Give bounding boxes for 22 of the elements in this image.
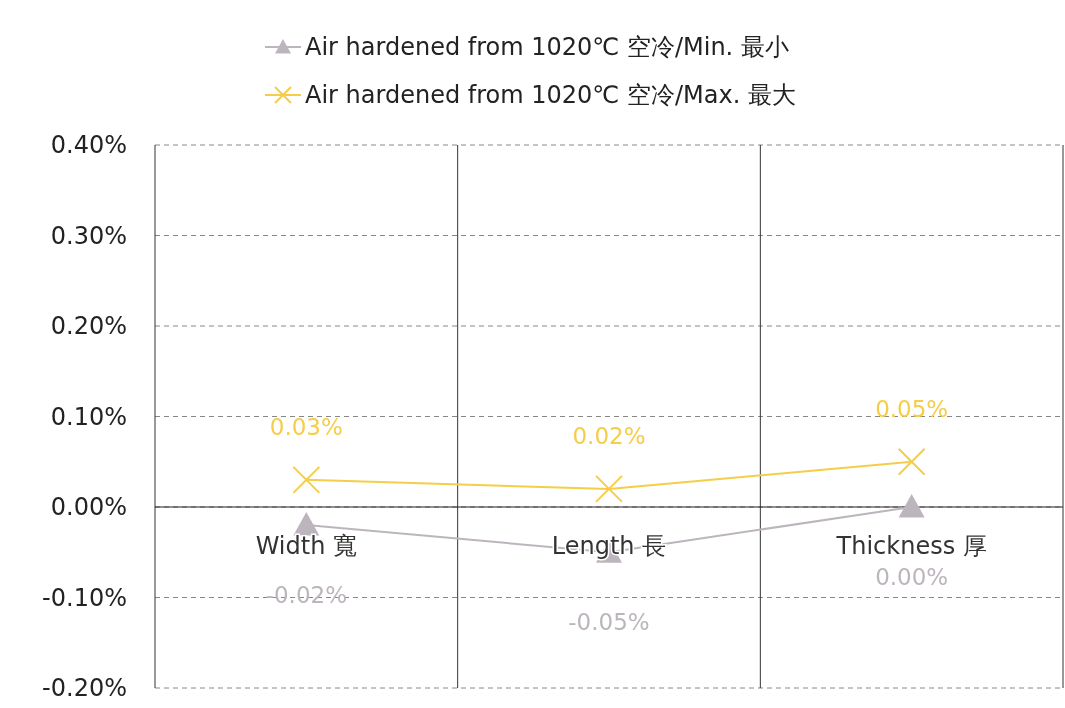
y-tick-label: 0.30% (50, 221, 127, 250)
data-label: 0.02% (572, 422, 646, 449)
y-tick-label: 0.10% (50, 402, 127, 431)
legend-label: Air hardened from 1020℃ 空冷/Max. 最大 (305, 81, 796, 109)
data-label: -0.02% (265, 582, 348, 609)
data-label: 0.05% (875, 395, 949, 422)
data-label: 0.03% (269, 413, 343, 440)
x-tick-label: Width 寬 (255, 532, 358, 560)
y-tick-label: -0.20% (42, 674, 127, 702)
data-label: -0.05% (568, 609, 650, 636)
x-tick-label: Length 長 (551, 532, 667, 560)
point (898, 494, 925, 518)
y-tick-label: -0.10% (42, 583, 127, 612)
legend-label: Air hardened from 1020℃ 空冷/Min. 最小 (305, 33, 789, 61)
x-tick-label: Thickness 厚 (835, 532, 987, 560)
point (292, 465, 321, 494)
y-tick-label: 0.40% (50, 131, 127, 159)
point (897, 447, 926, 476)
point (595, 474, 623, 503)
data-label: 0.00% (875, 564, 949, 590)
y-tick-label: 0.20% (50, 312, 127, 340)
y-tick-label: 0.00% (50, 493, 127, 521)
